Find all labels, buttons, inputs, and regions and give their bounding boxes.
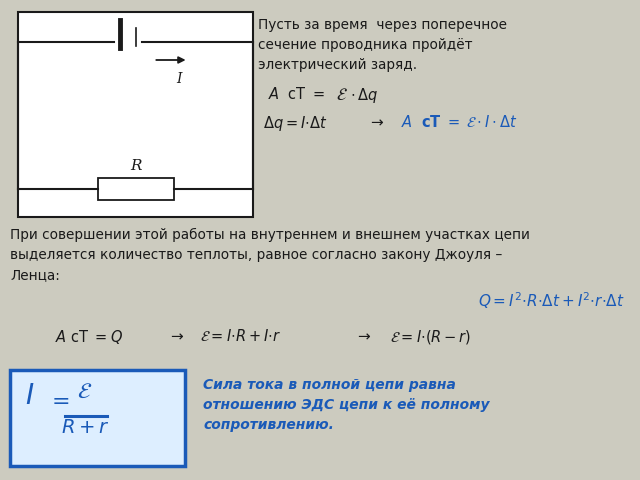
Text: $=$: $=$ bbox=[47, 390, 70, 410]
Text: I: I bbox=[176, 72, 182, 86]
Text: $\mathcal{E} = I{\cdot}R + I{\cdot}r$: $\mathcal{E} = I{\cdot}R + I{\cdot}r$ bbox=[200, 328, 281, 344]
Bar bbox=[10, 370, 185, 466]
Text: Сила тока в полной цепи равна
отношению ЭДС цепи к её полному
сопротивлению.: Сила тока в полной цепи равна отношению … bbox=[203, 378, 490, 432]
Text: При совершении этой работы на внутреннем и внешнем участках цепи
выделяется коли: При совершении этой работы на внутреннем… bbox=[10, 228, 530, 282]
Text: $A$: $A$ bbox=[401, 114, 413, 130]
Text: сТ $=$: сТ $=$ bbox=[416, 114, 460, 130]
Text: $\mathcal{E}$: $\mathcal{E}$ bbox=[336, 86, 348, 104]
Text: $A$ сТ $= Q$: $A$ сТ $= Q$ bbox=[55, 328, 123, 346]
Text: $\mathcal{E} \cdot I \cdot \Delta t$: $\mathcal{E} \cdot I \cdot \Delta t$ bbox=[466, 114, 517, 130]
Text: $\cdot\,\Delta q$: $\cdot\,\Delta q$ bbox=[350, 86, 378, 105]
Text: Пусть за время  через поперечное
сечение проводника пройдёт
электрический заряд.: Пусть за время через поперечное сечение … bbox=[258, 18, 507, 72]
Text: $\Delta q = I{\cdot}\Delta t$: $\Delta q = I{\cdot}\Delta t$ bbox=[263, 114, 328, 133]
Bar bbox=[18, 12, 253, 217]
Text: $R + r$: $R + r$ bbox=[61, 418, 109, 437]
Text: $\mathcal{E}$: $\mathcal{E}$ bbox=[77, 382, 93, 402]
Text: $Q = I^2{\cdot}R{\cdot}\Delta t + I^2{\cdot}r{\cdot}\Delta t$: $Q = I^2{\cdot}R{\cdot}\Delta t + I^2{\c… bbox=[478, 290, 625, 311]
Text: $\rightarrow$: $\rightarrow$ bbox=[168, 328, 185, 343]
Text: сТ $=$: сТ $=$ bbox=[283, 86, 324, 102]
Text: $\mathcal{E} = I{\cdot}(R - r)$: $\mathcal{E} = I{\cdot}(R - r)$ bbox=[390, 328, 471, 346]
Text: R: R bbox=[130, 159, 141, 173]
Text: $A$: $A$ bbox=[268, 86, 280, 102]
Text: $I$: $I$ bbox=[25, 382, 35, 410]
Bar bbox=[97, 178, 173, 200]
Text: $\rightarrow$: $\rightarrow$ bbox=[355, 328, 372, 343]
Text: $\rightarrow$: $\rightarrow$ bbox=[368, 114, 385, 129]
